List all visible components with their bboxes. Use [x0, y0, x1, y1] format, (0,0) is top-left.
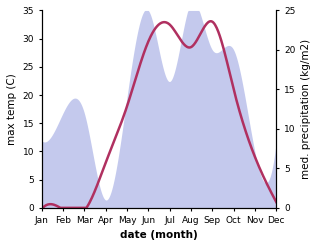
Y-axis label: med. precipitation (kg/m2): med. precipitation (kg/m2)	[301, 39, 311, 179]
Y-axis label: max temp (C): max temp (C)	[7, 73, 17, 145]
X-axis label: date (month): date (month)	[120, 230, 198, 240]
